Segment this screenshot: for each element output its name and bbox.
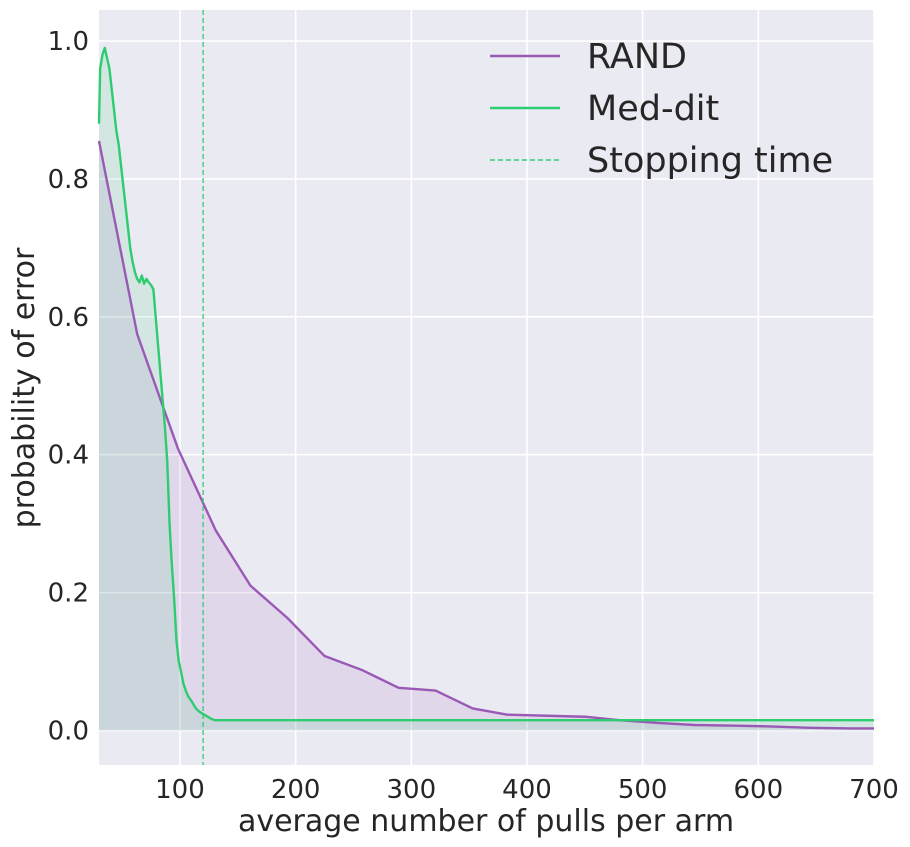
med-dit-line (97, 46, 874, 722)
x-tick-label: 300 (386, 775, 436, 805)
grid (99, 10, 875, 765)
y-tick-label: 0.0 (48, 717, 89, 747)
x-tick-labels: 100 200 300 400 500 600 700 (155, 775, 899, 805)
x-axis-label: average number of pulls per arm (238, 804, 734, 839)
legend: RAND Med-dit Stopping time (490, 37, 833, 181)
x-tick-label: 100 (155, 775, 205, 805)
series-lines (97, 10, 874, 765)
rand-area (99, 141, 874, 731)
legend-label-rand: RAND (587, 37, 687, 77)
x-tick-label: 500 (618, 775, 668, 805)
y-axis-label: probability of error (7, 247, 42, 528)
x-tick-label: 200 (271, 775, 321, 805)
y-tick-label: 1.0 (48, 27, 89, 57)
x-tick-label: 600 (734, 775, 784, 805)
med-dit-area (99, 47, 874, 731)
x-tick-label: 400 (502, 775, 552, 805)
y-tick-label: 0.8 (48, 165, 89, 195)
series-fills (99, 47, 874, 731)
y-tick-label: 0.6 (48, 303, 89, 333)
legend-label-stopping-time: Stopping time (587, 141, 833, 181)
legend-label-med-dit: Med-dit (587, 89, 719, 129)
y-tick-label: 0.2 (48, 579, 89, 609)
y-tick-label: 0.4 (48, 441, 89, 471)
y-tick-labels: 0.0 0.2 0.4 0.6 0.8 1.0 (48, 27, 89, 746)
rand-line (97, 140, 874, 730)
plot-background (99, 10, 874, 765)
x-tick-label: 700 (849, 775, 899, 805)
